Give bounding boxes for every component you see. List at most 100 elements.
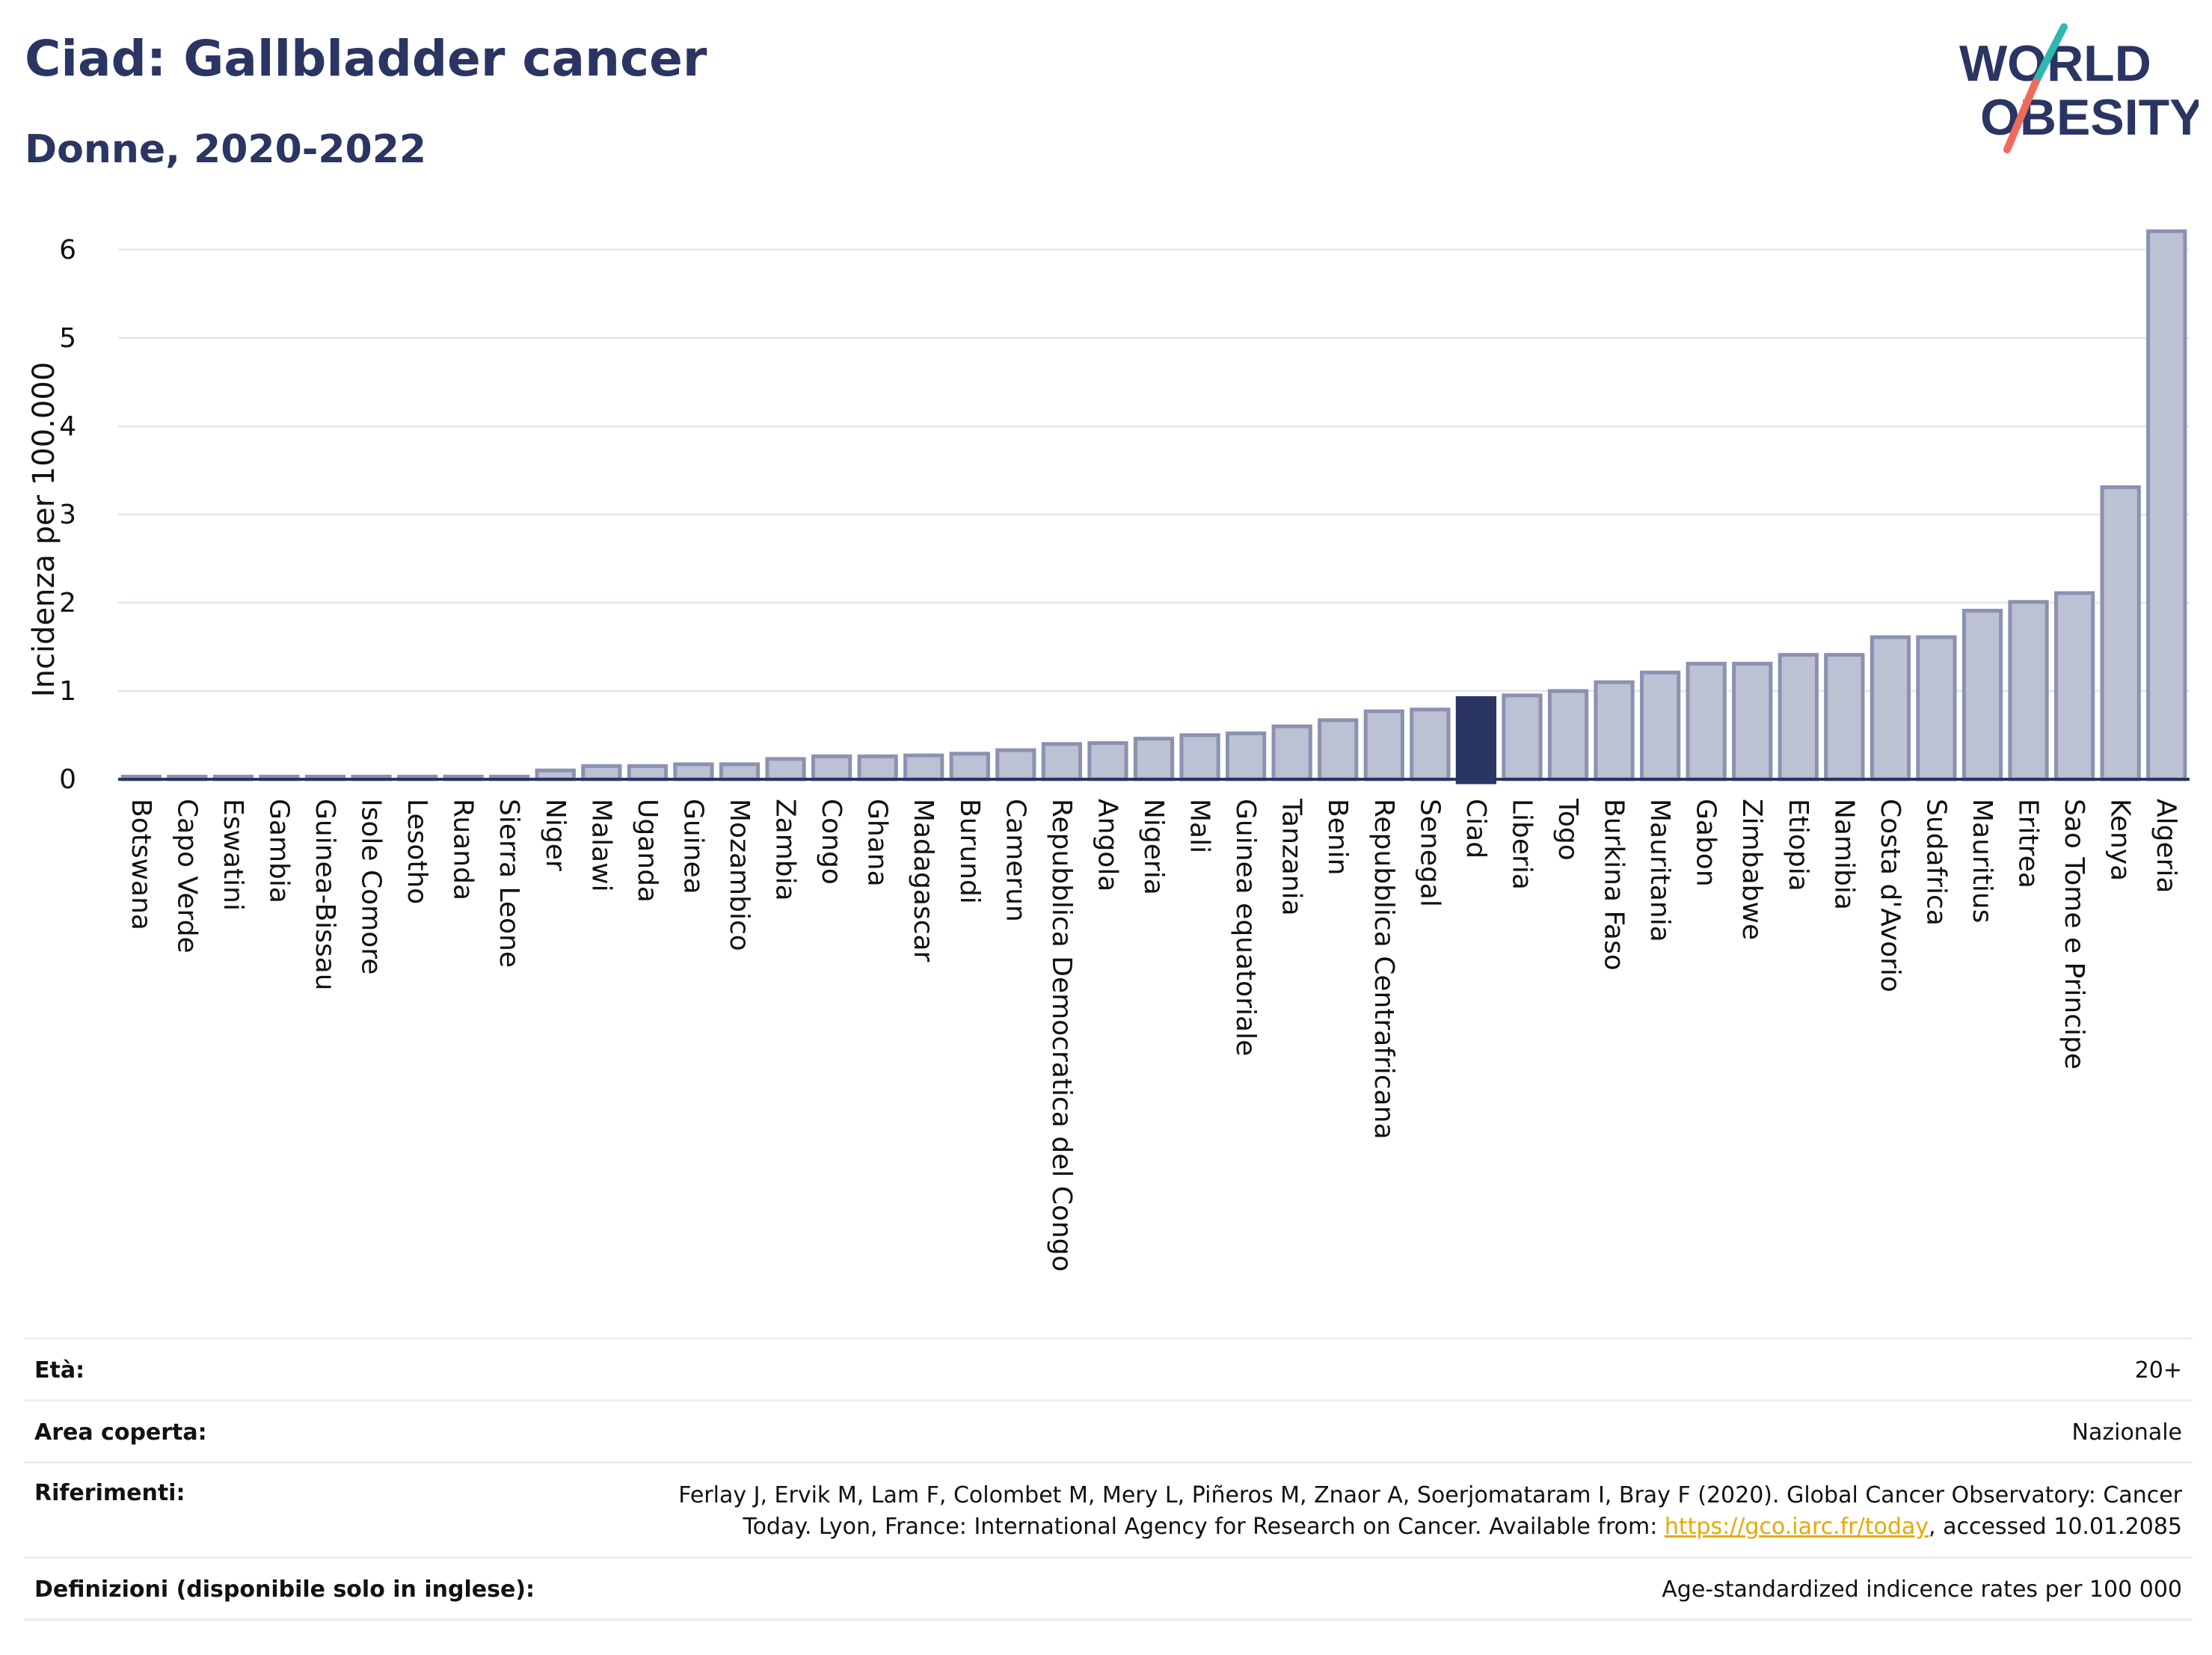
x-tick-label: Zambia [770,799,801,901]
bar-zimbabwe [1732,661,1773,782]
bar-mauritius [1961,609,2003,782]
info-row-definitions: Definizioni (disponibile solo in inglese… [24,1556,2193,1618]
references-value: Ferlay J, Ervik M, Lam F, Colombet M, Me… [678,1480,2182,1543]
bar-mozambico [719,762,761,782]
page-title: Ciad: Gallbladder cancer [25,30,707,87]
y-tick-label: 5 [59,323,76,354]
y-tick-label: 6 [59,235,76,265]
info-row-age: Età: 20+ [24,1337,2193,1399]
bar-sao-tome-e-principe [2053,591,2095,782]
y-tick-label: 4 [59,411,76,442]
bar-nigeria [1133,737,1175,782]
bar-namibia [1824,653,1865,782]
info-table-end [24,1618,2193,1621]
x-tick-label: Lesotho [402,799,432,904]
x-tick-label: Benin [1322,799,1353,875]
x-tick-label: Algeria [2151,799,2181,894]
definitions-value: Age-standardized indicence rates per 100… [1662,1576,2182,1603]
x-tick-label: Mali [1185,799,1215,853]
x-tick-label: Niger [540,799,571,871]
x-tick-label: Togo [1552,798,1583,861]
bar-madagascar [903,753,944,782]
info-table: Età: 20+ Area coperta: Nazionale Riferim… [24,1337,2193,1621]
x-tick-label: Ghana [862,799,893,887]
bar-ciad [1455,696,1497,784]
references-link[interactable]: https://gco.iarc.fr/today [1664,1514,1929,1540]
y-tick-label: 0 [59,764,76,795]
bar-ghana [857,754,898,782]
x-tick-label: Guinea-Bissau [310,799,340,991]
x-tick-label: Costa d'Avorio [1875,799,1905,992]
bar-zambia [765,757,806,782]
bar-uganda [627,764,669,782]
age-value: 20+ [2134,1357,2182,1384]
y-tick-label: 1 [59,676,76,707]
x-tick-label: Sao Tome e Principe [2059,799,2089,1069]
x-tick-label: Nigeria [1138,799,1169,895]
x-tick-label: Eswatini [218,799,248,911]
x-tick-label: Madagascar [908,799,938,962]
bar-algeria [2146,229,2187,782]
bar-repubblica-democratica-del-congo [1041,742,1083,782]
x-tick-label: Gabon [1691,799,1721,887]
x-tick-label: Ciad [1460,799,1491,859]
bar-eritrea [2008,600,2049,782]
x-tick-label: Zimbabwe [1736,799,1767,940]
references-line2: Today. Lyon, France: International Agenc… [678,1511,2182,1543]
bar-gabon [1686,661,1727,782]
bar-senegal [1410,707,1451,782]
references-label: Riferimenti: [34,1480,185,1506]
x-tick-label: Capo Verde [171,799,202,954]
x-tick-label: Gambia [263,799,294,903]
x-tick-label: Burkina Faso [1599,799,1629,971]
x-tick-label: Mauritania [1644,799,1675,942]
x-tick-label: Kenya [2105,799,2136,881]
x-tick-label: Mauritius [1967,799,1997,923]
bar-benin [1318,718,1359,782]
page-subtitle: Donne, 2020-2022 [25,127,427,172]
references-line2-pre: Today. Lyon, France: International Agenc… [743,1514,1665,1540]
x-tick-label: Uganda [632,799,663,903]
x-tick-label: Eritrea [2013,799,2044,888]
x-tick-label: Namibia [1828,799,1859,910]
x-tick-label: Tanzania [1276,798,1307,916]
bar-guinea-equatoriale [1225,731,1267,782]
bar-burkina-faso [1594,680,1635,782]
info-row-references: Riferimenti: Ferlay J, Ervik M, Lam F, C… [24,1461,2193,1556]
bar-costa-d-avorio [1870,635,1911,782]
references-line1: Ferlay J, Ervik M, Lam F, Colombet M, Me… [678,1482,2182,1508]
bar-chart: 0 1 2 3 4 5 6 Incidenza per 100.000 Botswana Capo… [27,229,2190,1272]
bar-kenya [2100,485,2141,782]
references-line2-post: , accessed 10.01.2085 [1929,1514,2182,1540]
world-obesity-logo: WORLD OBESITY [1959,23,2199,153]
bar-burundi [949,752,990,782]
info-row-area: Area coperta: Nazionale [24,1399,2193,1461]
x-tick-label: Camerun [1000,799,1030,922]
x-tick-label: Guinea [678,799,708,894]
bar-malawi [581,764,622,782]
y-tick-label: 2 [59,588,76,618]
x-tick-label: Guinea equatoriale [1230,799,1261,1056]
bar-guinea [673,762,714,782]
bar-liberia [1502,693,1543,782]
x-tick-label: Senegal [1414,799,1445,907]
bar-congo [811,754,852,782]
y-axis-label: Incidenza per 100.000 [27,362,61,697]
area-label: Area coperta: [34,1419,207,1446]
x-tick-label: Burundi [954,799,985,904]
x-tick-label: Sierra Leone [494,799,524,968]
x-tick-label: Mozambico [724,799,755,951]
x-tick-label: Repubblica Democratica del Congo [1046,799,1077,1272]
bar-tanzania [1271,724,1312,782]
x-tick-label: Liberia [1506,799,1537,890]
definitions-label: Definizioni (disponibile solo in inglese… [34,1576,535,1603]
bar-repubblica-centrafricana [1363,709,1404,782]
bar-togo [1547,689,1589,782]
area-value: Nazionale [2071,1419,2182,1446]
x-tick-label: Congo [816,799,847,885]
bar-angola [1087,741,1128,782]
age-label: Età: [34,1357,85,1384]
x-tick-label: Malawi [586,799,616,892]
x-tick-label: Isole Comore [356,799,387,974]
bar-mali [1179,733,1220,782]
